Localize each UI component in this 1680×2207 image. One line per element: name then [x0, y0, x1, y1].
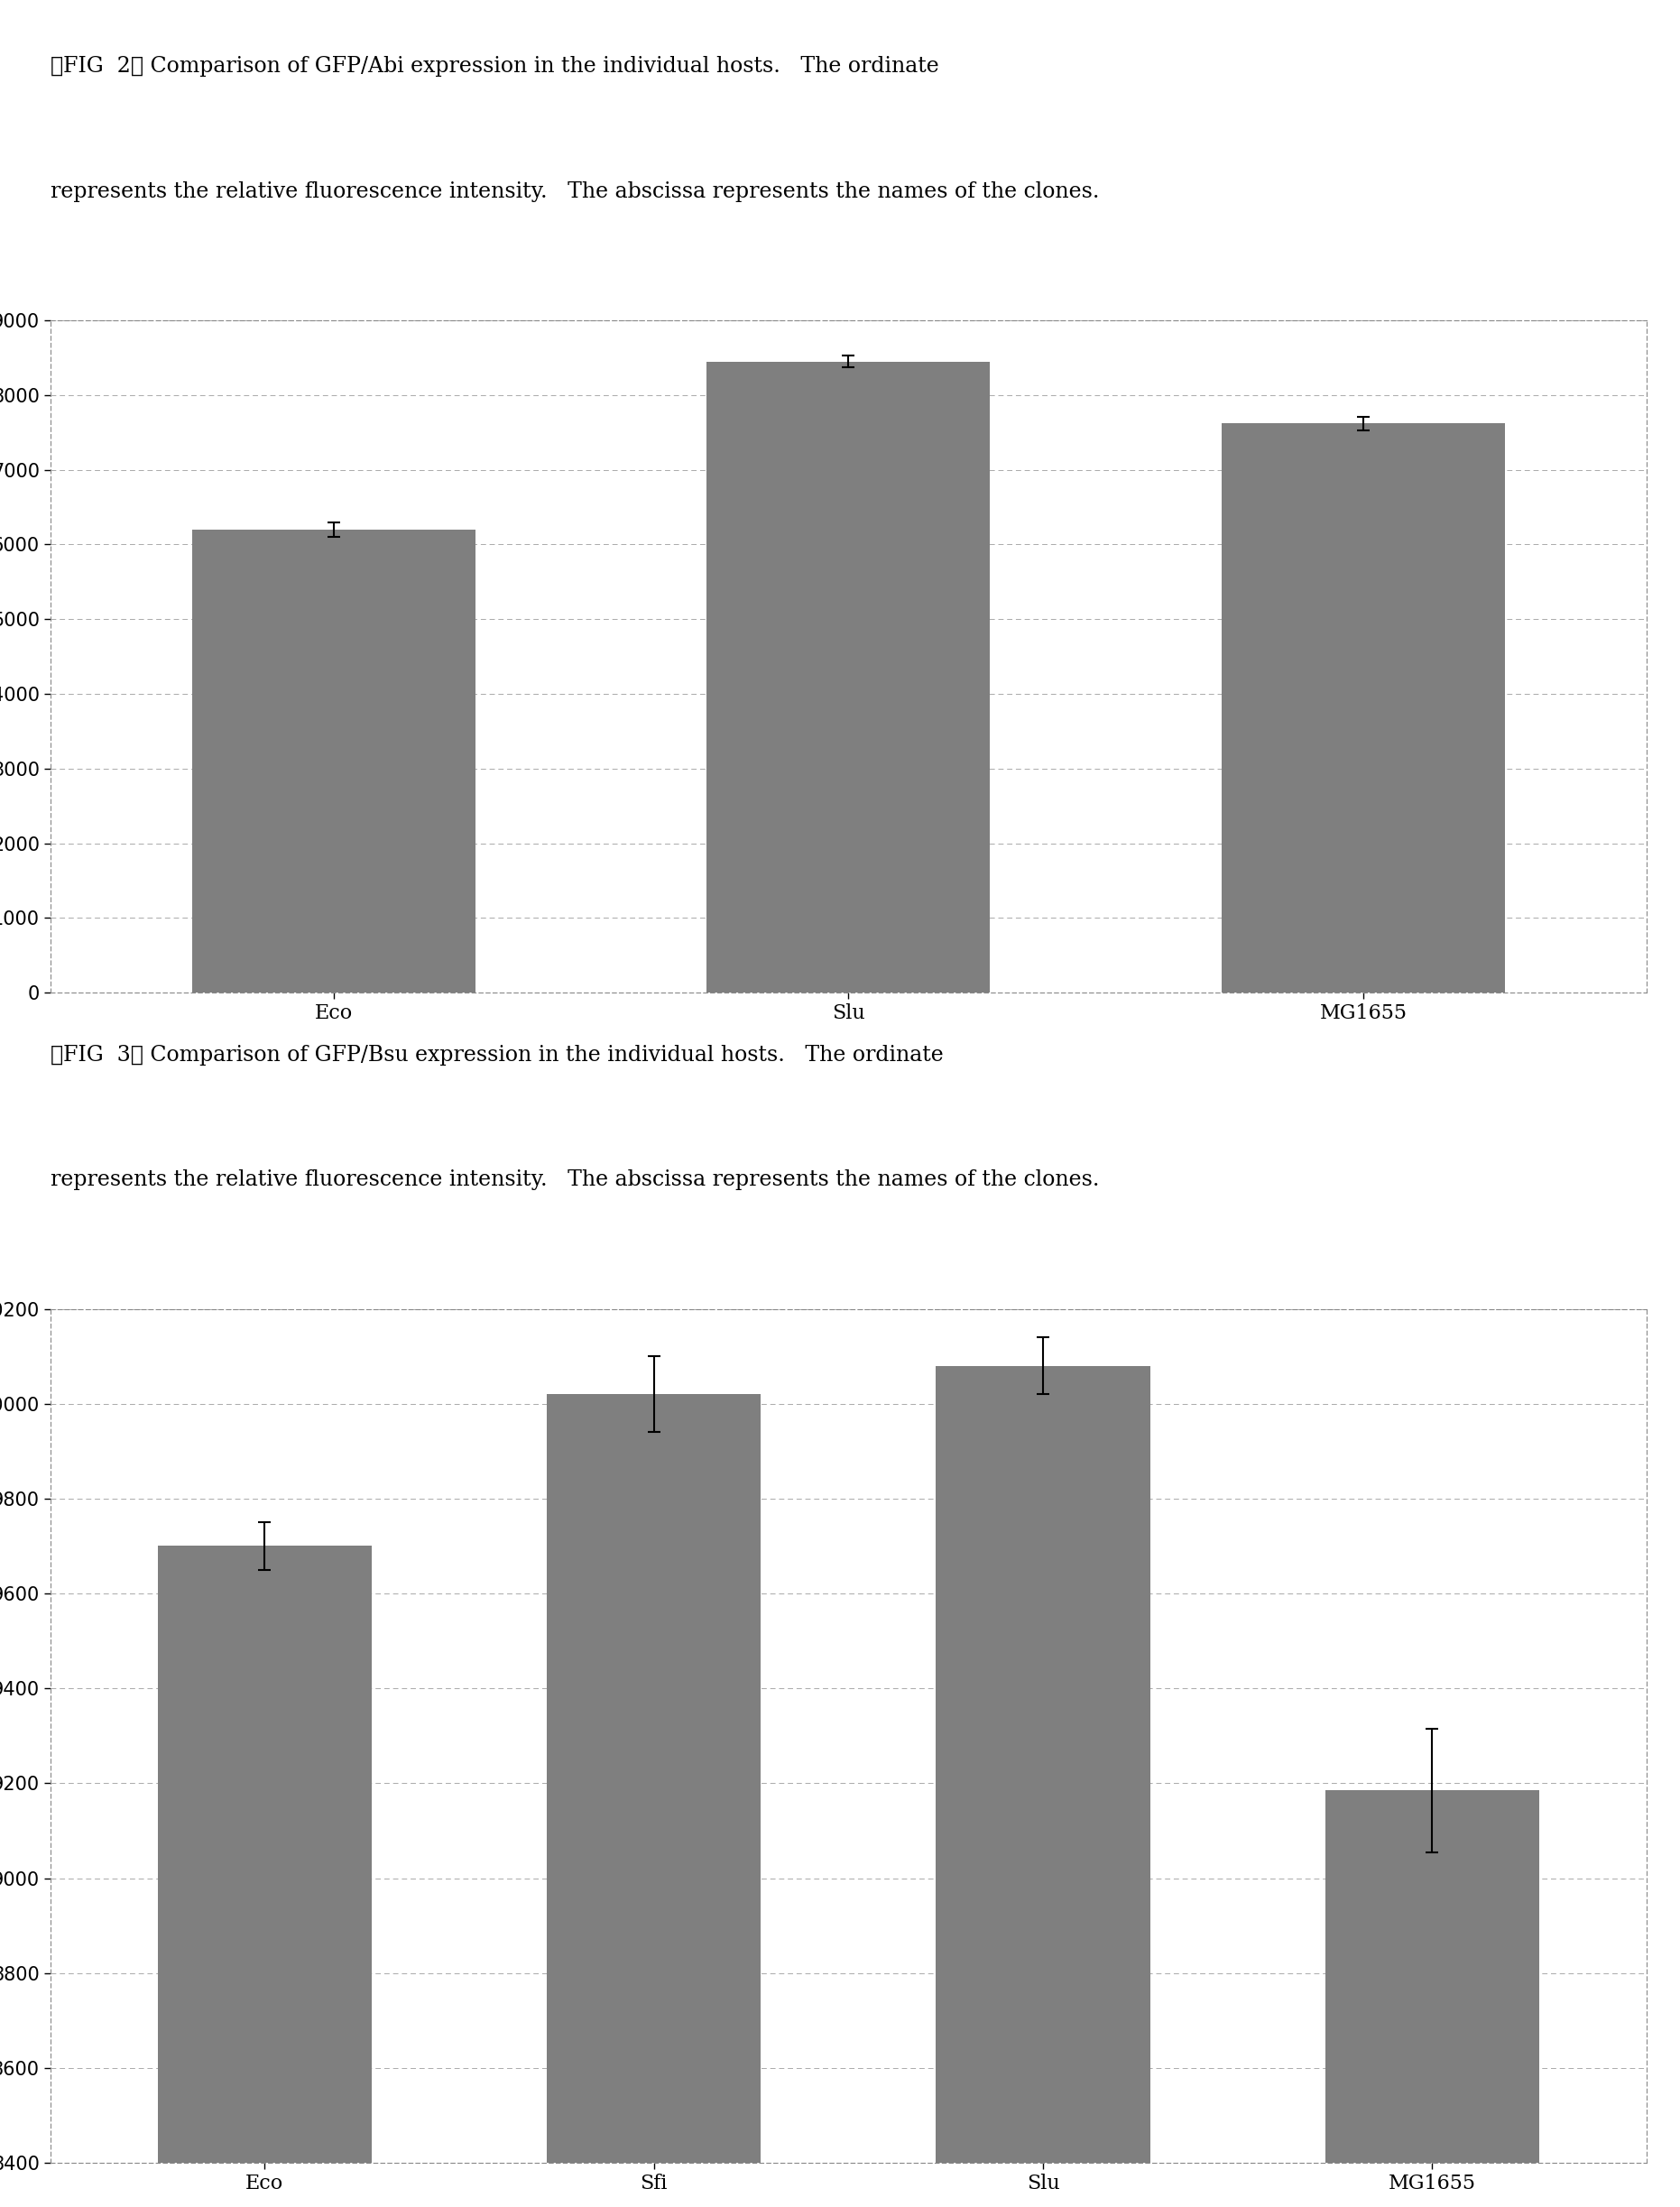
Bar: [192, 530, 475, 993]
Text: 【FIG  3】 Comparison of GFP/Bsu expression in the individual hosts.   The ordinat: 【FIG 3】 Comparison of GFP/Bsu expression…: [50, 1044, 944, 1066]
Text: represents the relative fluorescence intensity.   The abscissa represents the na: represents the relative fluorescence int…: [50, 1170, 1099, 1190]
Bar: [158, 1547, 371, 2207]
Bar: [1221, 424, 1505, 993]
Text: represents the relative fluorescence intensity.   The abscissa represents the na: represents the relative fluorescence int…: [50, 181, 1099, 201]
Bar: [707, 362, 990, 993]
Bar: [1326, 1790, 1539, 2207]
Bar: [546, 1395, 761, 2207]
Text: 【FIG  2】 Comparison of GFP/Abi expression in the individual hosts.   The ordinat: 【FIG 2】 Comparison of GFP/Abi expression…: [50, 55, 939, 77]
Bar: [936, 1366, 1151, 2207]
